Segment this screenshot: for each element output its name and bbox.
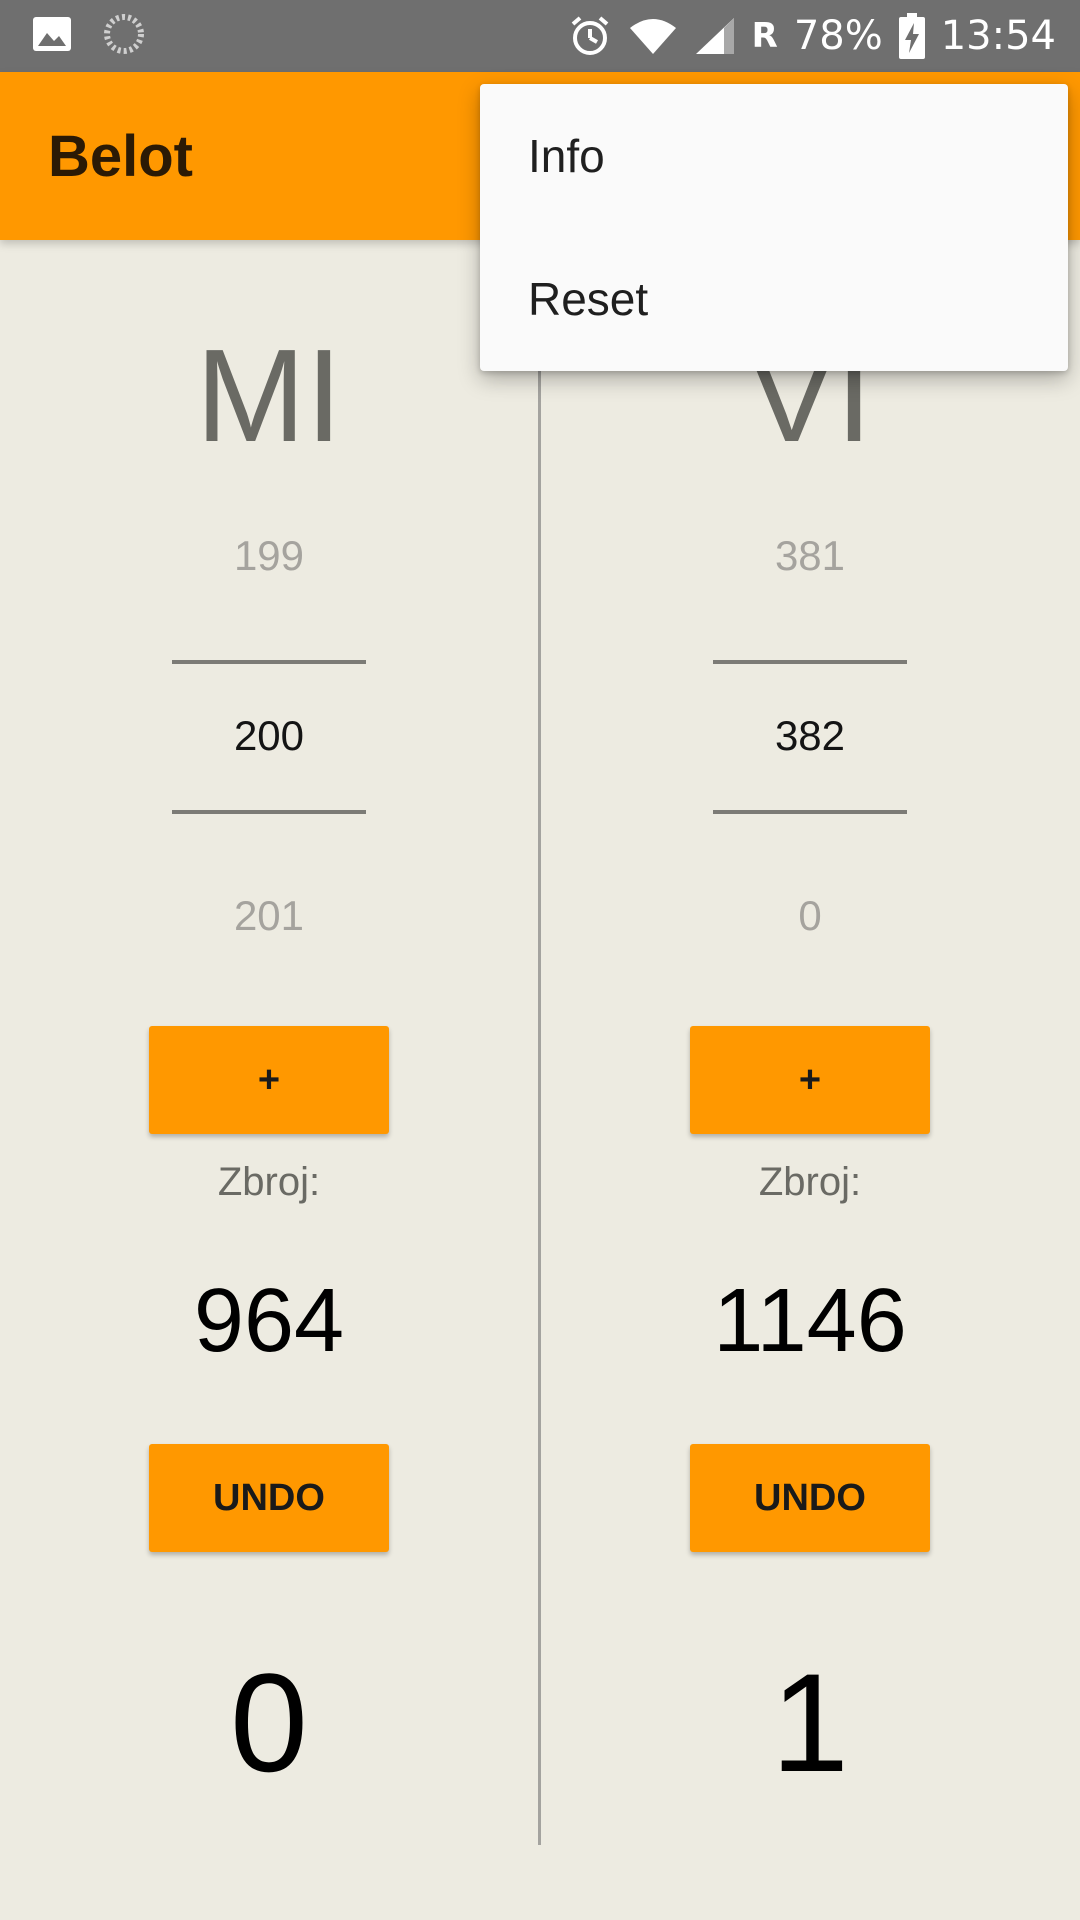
roaming-indicator: R xyxy=(751,16,778,56)
add-points-button[interactable]: + xyxy=(690,1026,930,1134)
picker-previous-value[interactable]: 199 xyxy=(233,532,305,579)
picker-previous-value[interactable]: 381 xyxy=(774,532,846,579)
sum-value: 964 xyxy=(193,1271,345,1371)
sum-label: Zbroj: xyxy=(217,1160,321,1204)
games-won-count: 1 xyxy=(771,1644,849,1801)
overflow-menu: Info Reset xyxy=(480,84,1068,371)
column-divider xyxy=(538,240,541,1845)
wifi-icon xyxy=(628,16,678,56)
picker-current-value[interactable]: 200 xyxy=(233,712,305,759)
signal-icon xyxy=(694,16,736,56)
menu-item-reset[interactable]: Reset xyxy=(528,273,649,325)
gallery-icon xyxy=(32,14,72,58)
undo-button[interactable]: UNDO xyxy=(149,1444,389,1552)
app-title: Belot xyxy=(48,123,193,189)
battery-charging-icon xyxy=(898,13,925,59)
alarm-icon xyxy=(568,14,612,58)
add-points-button[interactable]: + xyxy=(149,1026,389,1134)
picker-selection-line-top xyxy=(172,660,366,664)
clock: 13:54 xyxy=(940,13,1056,59)
picker-selection-line-bottom xyxy=(172,810,366,814)
picker-selection-line-top xyxy=(713,660,907,664)
loading-icon xyxy=(102,12,146,60)
team-name: MI xyxy=(195,322,343,469)
picker-selection-line-bottom xyxy=(713,810,907,814)
undo-button[interactable]: UNDO xyxy=(690,1444,930,1552)
status-bar-notifications xyxy=(32,12,146,60)
picker-next-value[interactable]: 201 xyxy=(233,892,305,939)
games-won-count: 0 xyxy=(230,1644,308,1801)
battery-percent: 78% xyxy=(793,13,883,59)
team-column-right: VI 381 382 0 + Zbroj: 1146 UNDO 1 xyxy=(541,240,1079,1920)
picker-next-value[interactable]: 0 xyxy=(798,892,822,939)
menu-item-info[interactable]: Info xyxy=(528,130,605,182)
sum-value: 1146 xyxy=(713,1271,907,1371)
status-bar-system: R 78% 13:54 xyxy=(568,0,1056,72)
picker-current-value[interactable]: 382 xyxy=(774,712,846,759)
sum-label: Zbroj: xyxy=(758,1160,862,1204)
status-bar: R 78% 13:54 xyxy=(0,0,1080,72)
team-column-left: MI 199 200 201 + Zbroj: 964 UNDO 0 xyxy=(0,240,538,1920)
